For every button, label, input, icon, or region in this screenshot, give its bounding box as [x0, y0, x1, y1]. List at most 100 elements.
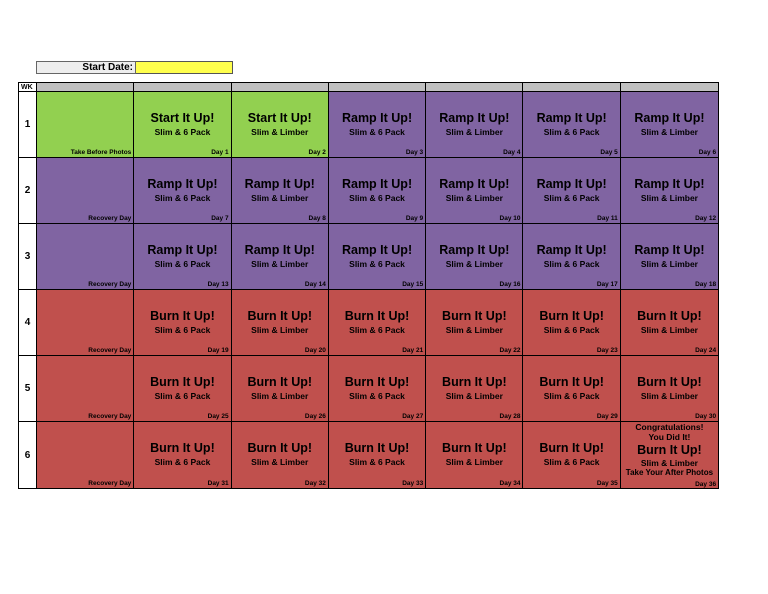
day-label: Day 23 [596, 347, 618, 354]
congrats-line-1: Congratulations! [635, 422, 704, 432]
week-number: 6 [19, 422, 37, 488]
workout-subtitle: Slim & 6 Pack [154, 325, 211, 335]
workout-title: Ramp It Up! [536, 243, 607, 257]
workout-title: Burn It Up! [247, 375, 313, 389]
workout-subtitle: Slim & 6 Pack [154, 391, 211, 401]
workout-subtitle: Slim & 6 Pack [543, 193, 600, 203]
day-label: Day 15 [402, 281, 424, 288]
workout-day-cell: Burn It Up! Slim & Limber Day 24 [620, 290, 719, 356]
day-label: Day 5 [600, 149, 618, 156]
workout-day-cell: Burn It Up! Slim & Limber Day 28 [426, 356, 524, 422]
day-label: Day 24 [695, 347, 717, 354]
workout-day-cell: Congratulations! You Did It! Burn It Up! Sl… [620, 422, 719, 488]
workout-title: Burn It Up! [539, 375, 604, 389]
day-label: Day 31 [207, 480, 229, 487]
column-header [620, 83, 719, 92]
workout-subtitle: Slim & Limber [445, 259, 503, 269]
workout-subtitle: Slim & 6 Pack [349, 391, 405, 401]
workout-title: Burn It Up! [442, 375, 507, 389]
workout-subtitle: Slim & 6 Pack [349, 127, 405, 137]
start-date-label: Start Date: [36, 61, 136, 74]
workout-subtitle: Slim & 6 Pack [349, 193, 405, 203]
workout-subtitle: Slim & Limber [251, 193, 309, 203]
workout-subtitle: Slim & Limber [640, 127, 698, 137]
week-number: 2 [19, 158, 37, 224]
workout-title: Ramp It Up! [634, 177, 705, 191]
workout-day-cell: Burn It Up! Slim & 6 Pack Day 19 [134, 290, 232, 356]
recovery-cell: Recovery Day [37, 422, 135, 488]
workout-subtitle: Slim & 6 Pack [543, 391, 600, 401]
recovery-cell: Recovery Day [37, 158, 135, 224]
workout-subtitle: Slim & 6 Pack [543, 325, 600, 335]
workout-title: Burn It Up! [637, 309, 702, 323]
cell-note: Recovery Day [88, 347, 132, 354]
week-number: 1 [19, 92, 37, 158]
workout-day-cell: Burn It Up! Slim & Limber Day 22 [426, 290, 524, 356]
day-label: Day 28 [499, 413, 521, 420]
workout-day-cell: Burn It Up! Slim & 6 Pack Day 21 [328, 290, 427, 356]
workout-subtitle: Slim & Limber [640, 193, 698, 203]
workout-day-cell: Ramp It Up! Slim & 6 Pack Day 13 [134, 224, 232, 290]
workout-subtitle: Slim & 6 Pack [543, 259, 600, 269]
cell-note: Recovery Day [88, 215, 132, 222]
workout-subtitle: Slim & Limber [640, 391, 698, 401]
workout-title: Burn It Up! [637, 375, 702, 389]
workout-day-cell: Ramp It Up! Slim & 6 Pack Day 9 [328, 158, 427, 224]
column-header [231, 83, 329, 92]
day-label: Day 26 [304, 413, 326, 420]
day-label: Day 8 [308, 215, 326, 222]
workout-day-cell: Ramp It Up! Slim & Limber Day 8 [231, 158, 329, 224]
workout-day-cell: Ramp It Up! Slim & 6 Pack Day 11 [523, 158, 621, 224]
workout-day-cell: Burn It Up! Slim & Limber Day 20 [231, 290, 329, 356]
day-label: Day 4 [503, 149, 521, 156]
workout-day-cell: Burn It Up! Slim & 6 Pack Day 25 [134, 356, 232, 422]
day-label: Day 14 [304, 281, 326, 288]
workout-day-cell: Start It Up! Slim & 6 Pack Day 1 [134, 92, 232, 158]
day-label: Day 22 [499, 347, 521, 354]
day-label: Day 9 [405, 215, 424, 222]
workout-title: Ramp It Up! [244, 177, 315, 191]
workout-subtitle: Slim & Limber [445, 391, 503, 401]
column-header [523, 83, 621, 92]
recovery-cell: Recovery Day [37, 356, 135, 422]
workout-day-cell: Ramp It Up! Slim & Limber Day 18 [620, 224, 719, 290]
workout-title: Burn It Up! [539, 441, 604, 455]
workout-title: Ramp It Up! [439, 111, 510, 125]
workout-subtitle: Slim & 6 Pack [543, 457, 600, 467]
workout-title: Burn It Up! [442, 441, 507, 455]
workout-subtitle: Slim & Limber [445, 325, 503, 335]
workout-day-cell: Ramp It Up! Slim & Limber Day 12 [620, 158, 719, 224]
workout-subtitle: Slim & Limber [640, 325, 698, 335]
workout-subtitle: Slim & Limber [640, 259, 698, 269]
start-date-input[interactable] [136, 61, 233, 74]
cell-note: Recovery Day [88, 480, 132, 487]
day-label: Day 20 [304, 347, 326, 354]
day-label: Day 21 [402, 347, 424, 354]
wk-header: WK [19, 83, 37, 92]
day-label: Day 3 [405, 149, 424, 156]
workout-day-cell: Start It Up! Slim & Limber Day 2 [231, 92, 329, 158]
workout-day-cell: Burn It Up! Slim & 6 Pack Day 35 [523, 422, 621, 488]
workout-title: Ramp It Up! [341, 243, 413, 257]
day-label: Day 19 [207, 347, 229, 354]
workout-title: Ramp It Up! [439, 177, 510, 191]
workout-day-cell: Burn It Up! Slim & 6 Pack Day 23 [523, 290, 621, 356]
workout-title: Ramp It Up! [341, 111, 413, 125]
day-label: Day 35 [596, 480, 618, 487]
workout-subtitle: Slim & 6 Pack [154, 457, 211, 467]
workout-title: Start It Up! [247, 111, 312, 125]
column-header [37, 83, 135, 92]
workout-day-cell: Burn It Up! Slim & Limber Day 30 [620, 356, 719, 422]
workout-day-cell: Burn It Up! Slim & 6 Pack Day 33 [328, 422, 427, 488]
column-header [134, 83, 232, 92]
workout-subtitle: Slim & 6 Pack [543, 127, 600, 137]
day-label: Day 10 [499, 215, 521, 222]
week-number: 4 [19, 290, 37, 356]
workout-subtitle: Slim & 6 Pack [154, 259, 211, 269]
workout-title: Ramp It Up! [244, 243, 315, 257]
workout-calendar-grid: WK 1 Take Before Photos Start It Up! Slim &… [18, 82, 720, 489]
day-label: Day 33 [402, 480, 424, 487]
day-label: Day 11 [597, 215, 618, 222]
workout-title: Ramp It Up! [536, 111, 607, 125]
recovery-cell: Take Before Photos [37, 92, 135, 158]
